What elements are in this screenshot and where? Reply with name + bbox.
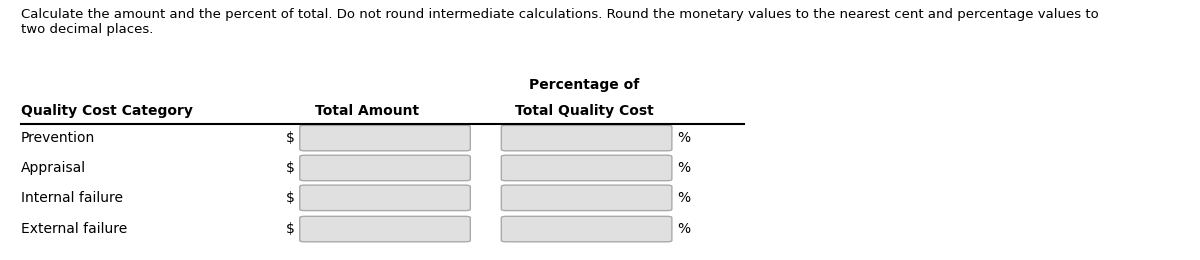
FancyBboxPatch shape — [502, 216, 672, 242]
Text: Appraisal: Appraisal — [20, 161, 85, 175]
FancyBboxPatch shape — [300, 125, 470, 151]
FancyBboxPatch shape — [502, 155, 672, 181]
FancyBboxPatch shape — [300, 155, 470, 181]
Text: %: % — [677, 161, 690, 175]
Text: %: % — [677, 191, 690, 205]
Text: $: $ — [286, 191, 294, 205]
Text: Calculate the amount and the percent of total. Do not round intermediate calcula: Calculate the amount and the percent of … — [20, 8, 1098, 36]
Text: External failure: External failure — [20, 222, 127, 236]
Text: $: $ — [286, 131, 294, 145]
FancyBboxPatch shape — [300, 216, 470, 242]
Text: Percentage of: Percentage of — [529, 77, 640, 92]
FancyBboxPatch shape — [502, 185, 672, 211]
Text: Total Amount: Total Amount — [314, 103, 419, 118]
Text: $: $ — [286, 222, 294, 236]
FancyBboxPatch shape — [300, 185, 470, 211]
Text: Prevention: Prevention — [20, 131, 95, 145]
Text: %: % — [677, 222, 690, 236]
Text: Total Quality Cost: Total Quality Cost — [515, 103, 653, 118]
Text: Quality Cost Category: Quality Cost Category — [20, 103, 192, 118]
Text: %: % — [677, 131, 690, 145]
Text: Internal failure: Internal failure — [20, 191, 122, 205]
Text: $: $ — [286, 161, 294, 175]
FancyBboxPatch shape — [502, 125, 672, 151]
